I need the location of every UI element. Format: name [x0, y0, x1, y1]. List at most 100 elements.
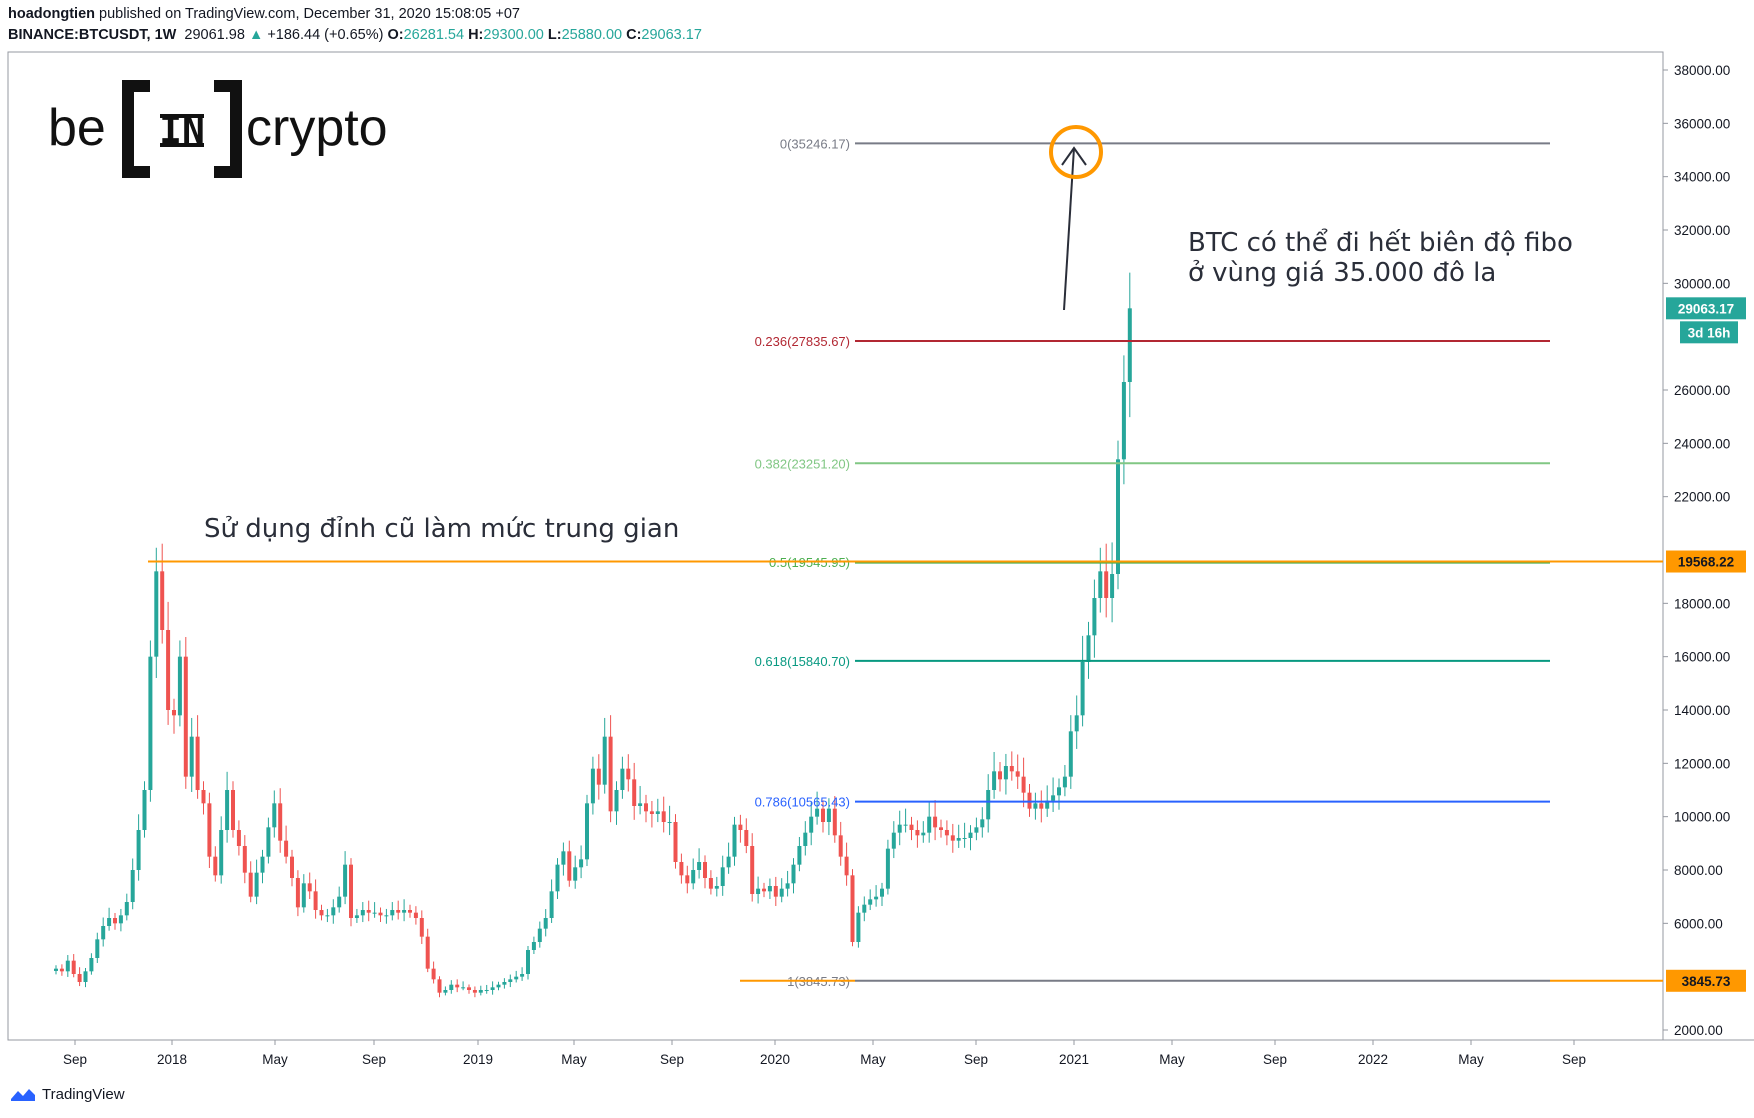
- candle-body: [313, 891, 318, 910]
- fib-level-label: 0.236(27835.67): [755, 334, 850, 349]
- candle-body: [697, 862, 702, 870]
- candle-body: [1062, 776, 1067, 788]
- candle-body: [118, 915, 123, 924]
- candle-body: [838, 835, 843, 857]
- candle-body: [148, 656, 153, 790]
- candle-body: [1127, 308, 1132, 382]
- price-tick-label: 18000.00: [1674, 596, 1730, 611]
- candle-body: [590, 768, 595, 804]
- publish-info: hoadongtien published on TradingView.com…: [8, 6, 520, 22]
- candle-body: [992, 771, 997, 790]
- candle-body: [585, 803, 589, 860]
- candle-body: [366, 910, 371, 913]
- candle-body: [644, 803, 648, 812]
- price-tick-label: 14000.00: [1674, 703, 1730, 718]
- candle-body: [183, 656, 188, 777]
- candle-body: [703, 862, 707, 878]
- candle-body: [396, 910, 401, 913]
- author-name[interactable]: hoadongtien: [8, 6, 95, 22]
- candle-body: [726, 856, 731, 868]
- candle-body: [714, 886, 719, 889]
- price-tick-label: 22000.00: [1674, 490, 1730, 505]
- candle-body: [142, 790, 147, 830]
- candle-body: [83, 971, 88, 982]
- candle-body: [514, 976, 519, 980]
- tradingview-footer[interactable]: TradingView: [10, 1086, 125, 1103]
- candle-body: [496, 984, 501, 988]
- candle-body: [101, 926, 106, 940]
- candle-body: [1110, 574, 1115, 598]
- candle-body: [354, 915, 359, 918]
- time-tick-label: 2022: [1358, 1052, 1388, 1067]
- target-arrow-line: [1063, 147, 1075, 311]
- time-tick-label: 2019: [463, 1052, 493, 1067]
- candle-body: [537, 928, 542, 942]
- candle-body: [626, 768, 631, 780]
- candle-body: [254, 872, 259, 897]
- candle-body: [154, 571, 159, 657]
- candle-body: [95, 939, 100, 958]
- candle-body: [638, 803, 643, 806]
- candle-body: [803, 832, 808, 846]
- price-tick-label: 2000.00: [1674, 1023, 1723, 1038]
- candle-body: [614, 790, 619, 812]
- logo-brackets: [122, 80, 242, 178]
- candle-body: [549, 891, 554, 918]
- annotation-left: Sử dụng đỉnh cũ làm mức trung gian: [204, 514, 680, 544]
- candle-body: [337, 896, 342, 908]
- candle-body: [762, 888, 766, 892]
- candle-body: [850, 875, 855, 942]
- price-tag-bg: [1666, 550, 1746, 573]
- candle-body: [1092, 598, 1097, 636]
- candle-body: [773, 886, 778, 897]
- candle-body: [809, 816, 814, 833]
- candle-body: [608, 736, 613, 812]
- candle-body: [71, 960, 76, 974]
- candle-body: [962, 838, 967, 839]
- fib-levels-group: 0(35246.17) 0.236(27835.67) 0.382(23251.20…: [148, 136, 1663, 989]
- candle-body: [195, 736, 200, 790]
- time-tick-label: Sep: [1562, 1052, 1586, 1067]
- candle-body: [1074, 715, 1079, 732]
- candle-body: [691, 870, 696, 884]
- time-tick-label: May: [561, 1052, 587, 1067]
- candle-body: [472, 990, 477, 993]
- fib-level-label: 0.382(23251.20): [755, 456, 850, 471]
- price-axis: 38000.00 36000.00 34000.00 32000.00 30000.00…: [1663, 63, 1730, 1038]
- time-tick-label: May: [860, 1052, 886, 1067]
- candle-body: [301, 883, 306, 908]
- time-tick-label: Sep: [362, 1052, 386, 1067]
- candle-body: [248, 872, 253, 897]
- price-tag-label: 3845.73: [1682, 974, 1731, 989]
- candle-body: [231, 790, 235, 830]
- price-tick-label: 10000.00: [1674, 810, 1730, 825]
- candle-body: [779, 888, 784, 897]
- candle-body: [750, 846, 755, 894]
- candle-body: [378, 912, 383, 916]
- candle-body: [767, 886, 772, 892]
- candle-body: [903, 824, 908, 826]
- candle-body: [107, 918, 112, 926]
- high-label: H:: [468, 27, 484, 43]
- footer-brand: TradingView: [42, 1086, 125, 1103]
- candle-body: [284, 840, 289, 857]
- candle-body: [384, 915, 389, 917]
- time-tick-label: Sep: [660, 1052, 684, 1067]
- candle-body: [77, 974, 82, 982]
- candle-body: [189, 736, 194, 777]
- candle-body: [649, 811, 654, 814]
- candle-body: [166, 630, 171, 710]
- price-tick-label: 34000.00: [1674, 170, 1730, 185]
- candle-body: [1045, 800, 1050, 809]
- candle-body: [331, 907, 336, 916]
- symbol-label[interactable]: BINANCE:BTCUSDT, 1W: [8, 27, 177, 43]
- candle-body: [986, 790, 991, 820]
- candle-body: [998, 771, 1002, 780]
- candle-body: [1039, 803, 1044, 809]
- candle-body: [738, 824, 743, 830]
- candle-body: [236, 830, 241, 846]
- close-label: C:: [626, 27, 642, 43]
- annotation-right-line1: BTC có thể đi hết biên độ fibo: [1188, 228, 1573, 258]
- time-axis: Sep 2018 May Sep 2019 May Sep 2020 May Sep 2021 May…: [63, 1040, 1586, 1067]
